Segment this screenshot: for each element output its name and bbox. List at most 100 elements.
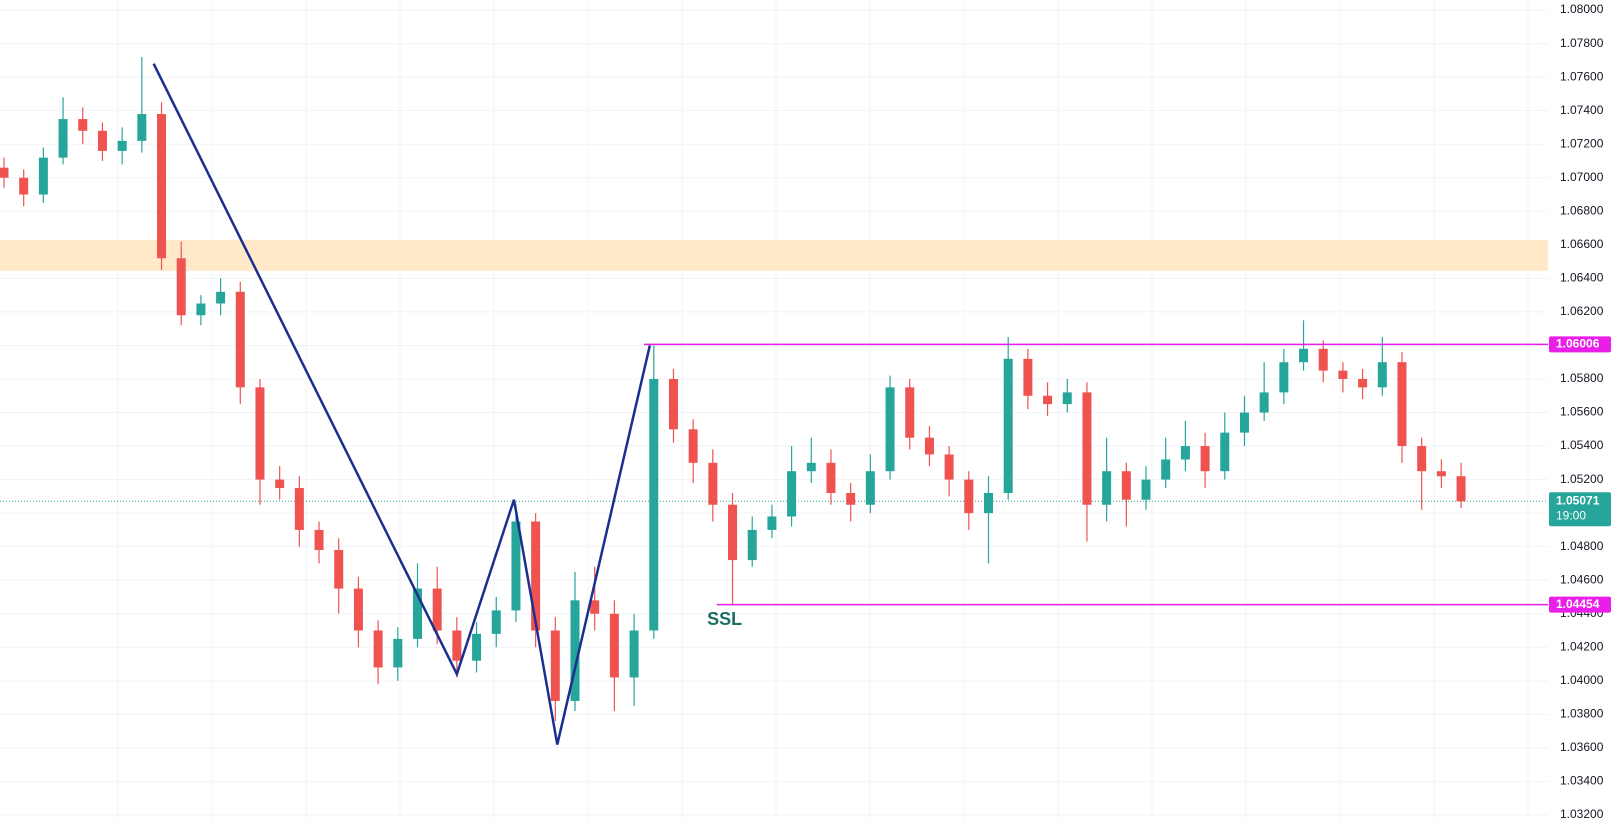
candle-body	[294, 487, 304, 530]
level-label-box	[1549, 596, 1611, 613]
candle-body	[964, 479, 974, 514]
candle-body	[334, 550, 344, 589]
candle-body	[1377, 362, 1387, 388]
candle-body	[353, 588, 363, 631]
annotation: SSL	[707, 609, 742, 629]
y-tick-label: 1.07200	[1560, 136, 1604, 150]
candle-body	[787, 471, 797, 517]
candle-body	[1279, 362, 1289, 393]
candle-body	[1043, 395, 1053, 405]
y-tick-label: 1.07800	[1560, 36, 1604, 50]
candle-body	[472, 633, 482, 661]
candle-body	[117, 140, 127, 151]
candle-body	[1259, 392, 1269, 413]
level-label: 1.06006	[1556, 337, 1600, 351]
candle-body	[1456, 476, 1466, 502]
y-tick-label: 1.06600	[1560, 237, 1604, 251]
candle-body	[196, 303, 206, 316]
candle-body	[1358, 378, 1368, 388]
candle-body	[668, 378, 678, 430]
candle-body	[531, 521, 541, 631]
candle-body	[826, 462, 836, 494]
level-label-box	[1549, 336, 1611, 353]
candle-body	[944, 454, 954, 480]
current-price-time: 19:00	[1556, 508, 1586, 522]
current-price-box	[1549, 492, 1611, 527]
candle-body	[1062, 392, 1072, 405]
candle-body	[1161, 459, 1171, 480]
candle-body	[728, 504, 738, 561]
candle-body	[78, 119, 88, 131]
candle-body	[432, 588, 442, 631]
y-tick-label: 1.07000	[1560, 170, 1604, 184]
candle-body	[1082, 392, 1092, 505]
candle-body	[1220, 432, 1230, 472]
candle-body	[1417, 446, 1427, 472]
y-tick-label: 1.05200	[1560, 472, 1604, 486]
candle-body	[629, 630, 639, 678]
candle-body	[865, 471, 875, 505]
candle-body	[373, 630, 383, 668]
zone	[0, 239, 1548, 271]
candle-body	[1121, 471, 1131, 500]
candle-body	[58, 119, 68, 158]
candle-body	[609, 613, 619, 678]
candle-body	[1141, 479, 1151, 500]
y-tick-label: 1.05600	[1560, 405, 1604, 419]
candle-body	[550, 630, 560, 701]
candle-body	[570, 600, 580, 701]
candle-body	[747, 529, 757, 561]
y-tick-label: 1.04600	[1560, 572, 1604, 586]
candle-body	[905, 387, 915, 438]
candle-body	[1003, 358, 1013, 494]
candle-body	[1200, 446, 1210, 472]
candle-body	[412, 588, 422, 639]
y-tick-label: 1.06400	[1560, 271, 1604, 285]
candle-body	[1239, 412, 1249, 433]
current-price-label: 1.05071	[1556, 493, 1600, 507]
candle-body	[1436, 471, 1446, 477]
candle-body	[1397, 362, 1407, 447]
candle-body	[275, 479, 285, 488]
candle-body	[97, 130, 107, 151]
candle-body	[235, 291, 245, 388]
grid	[0, 0, 1548, 820]
y-tick-label: 1.03600	[1560, 740, 1604, 754]
candle-body	[984, 493, 993, 514]
candle-body	[314, 529, 324, 551]
candle-body	[19, 177, 29, 195]
y-tick-label: 1.05800	[1560, 371, 1604, 385]
y-tick-label: 1.05400	[1560, 438, 1604, 452]
price-axis: 1.08000 1.07800 1.07600 1.07400 1.07200 1.070…	[1548, 0, 1613, 820]
candle-body	[767, 516, 777, 530]
candle-body	[885, 387, 895, 472]
y-tick-label: 1.06800	[1560, 203, 1604, 217]
candle-body	[157, 114, 167, 259]
y-tick-label: 1.04000	[1560, 673, 1604, 687]
candle-body	[1318, 348, 1328, 371]
candle-body	[708, 462, 718, 505]
candle-body	[216, 291, 226, 304]
y-tick-label: 1.04200	[1560, 639, 1604, 653]
y-tick-label: 1.03800	[1560, 707, 1604, 721]
candle-body	[649, 378, 659, 631]
candle-body	[1180, 446, 1190, 460]
candle-body	[590, 600, 600, 614]
candle-body	[1299, 348, 1309, 363]
candle-body	[1338, 370, 1348, 379]
candle-body	[806, 462, 816, 472]
y-tick-label: 1.08000	[1560, 2, 1604, 16]
y-tick-label: 1.03400	[1560, 774, 1604, 788]
candle-body	[1023, 358, 1033, 396]
candle-body	[924, 437, 934, 455]
candle-body	[688, 429, 698, 463]
candle-body	[255, 387, 265, 480]
level-label: 1.04454	[1556, 597, 1600, 611]
candle-body	[393, 638, 403, 668]
axis-background	[1548, 0, 1613, 820]
candle-body	[38, 157, 48, 195]
candle-body	[511, 521, 521, 611]
candle-body	[846, 493, 856, 505]
candle-body	[0, 167, 9, 178]
